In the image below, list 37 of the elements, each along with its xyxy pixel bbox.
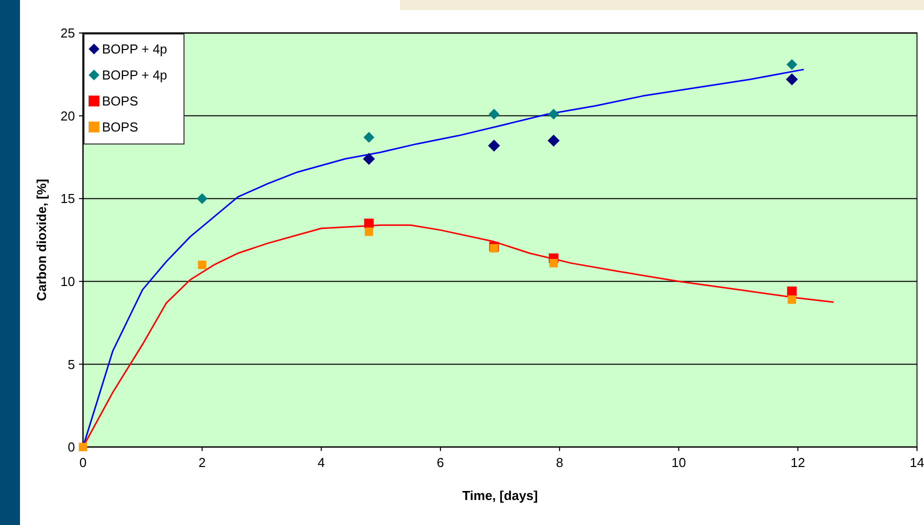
- point: [364, 218, 374, 228]
- point: [488, 108, 500, 120]
- point: [364, 132, 374, 143]
- y-tick-label: 0: [68, 440, 75, 455]
- x-tick-label: 6: [436, 455, 444, 470]
- y-tick-label: 20: [60, 108, 75, 124]
- y-tick-label: 15: [60, 191, 75, 206]
- y-tick-label: 5: [68, 356, 75, 372]
- x-tick-label: 0: [79, 455, 87, 470]
- x-tick-label: 8: [556, 455, 564, 470]
- point: [364, 228, 374, 236]
- y-axis-title: Carbon dioxide, [%]: [34, 178, 49, 302]
- point: [787, 286, 797, 296]
- y-tick-label: 25: [60, 26, 75, 41]
- point: [198, 260, 206, 270]
- point: [549, 258, 558, 268]
- point: [788, 295, 796, 304]
- point: [548, 108, 560, 120]
- y-tick-label: 10: [60, 274, 75, 289]
- legend-label: BOPP + 4p: [102, 68, 168, 83]
- point: [786, 59, 798, 70]
- x-axis-title: Time, [days]: [462, 488, 538, 503]
- x-tick-label: 12: [790, 455, 806, 470]
- x-tick-label: 2: [198, 455, 206, 470]
- point: [78, 442, 88, 452]
- point: [548, 134, 560, 147]
- point: [786, 73, 798, 86]
- x-tick-label: 14: [910, 455, 924, 470]
- x-tick-label: 10: [671, 455, 686, 470]
- legend-label: BOPS: [102, 120, 138, 135]
- legend-label: BOPP + 4p: [102, 42, 168, 57]
- point: [196, 193, 208, 204]
- point: [490, 244, 498, 252]
- x-tick-label: 4: [318, 455, 325, 470]
- legend-label: BOPS: [102, 94, 138, 109]
- point: [362, 152, 375, 165]
- point: [488, 140, 500, 152]
